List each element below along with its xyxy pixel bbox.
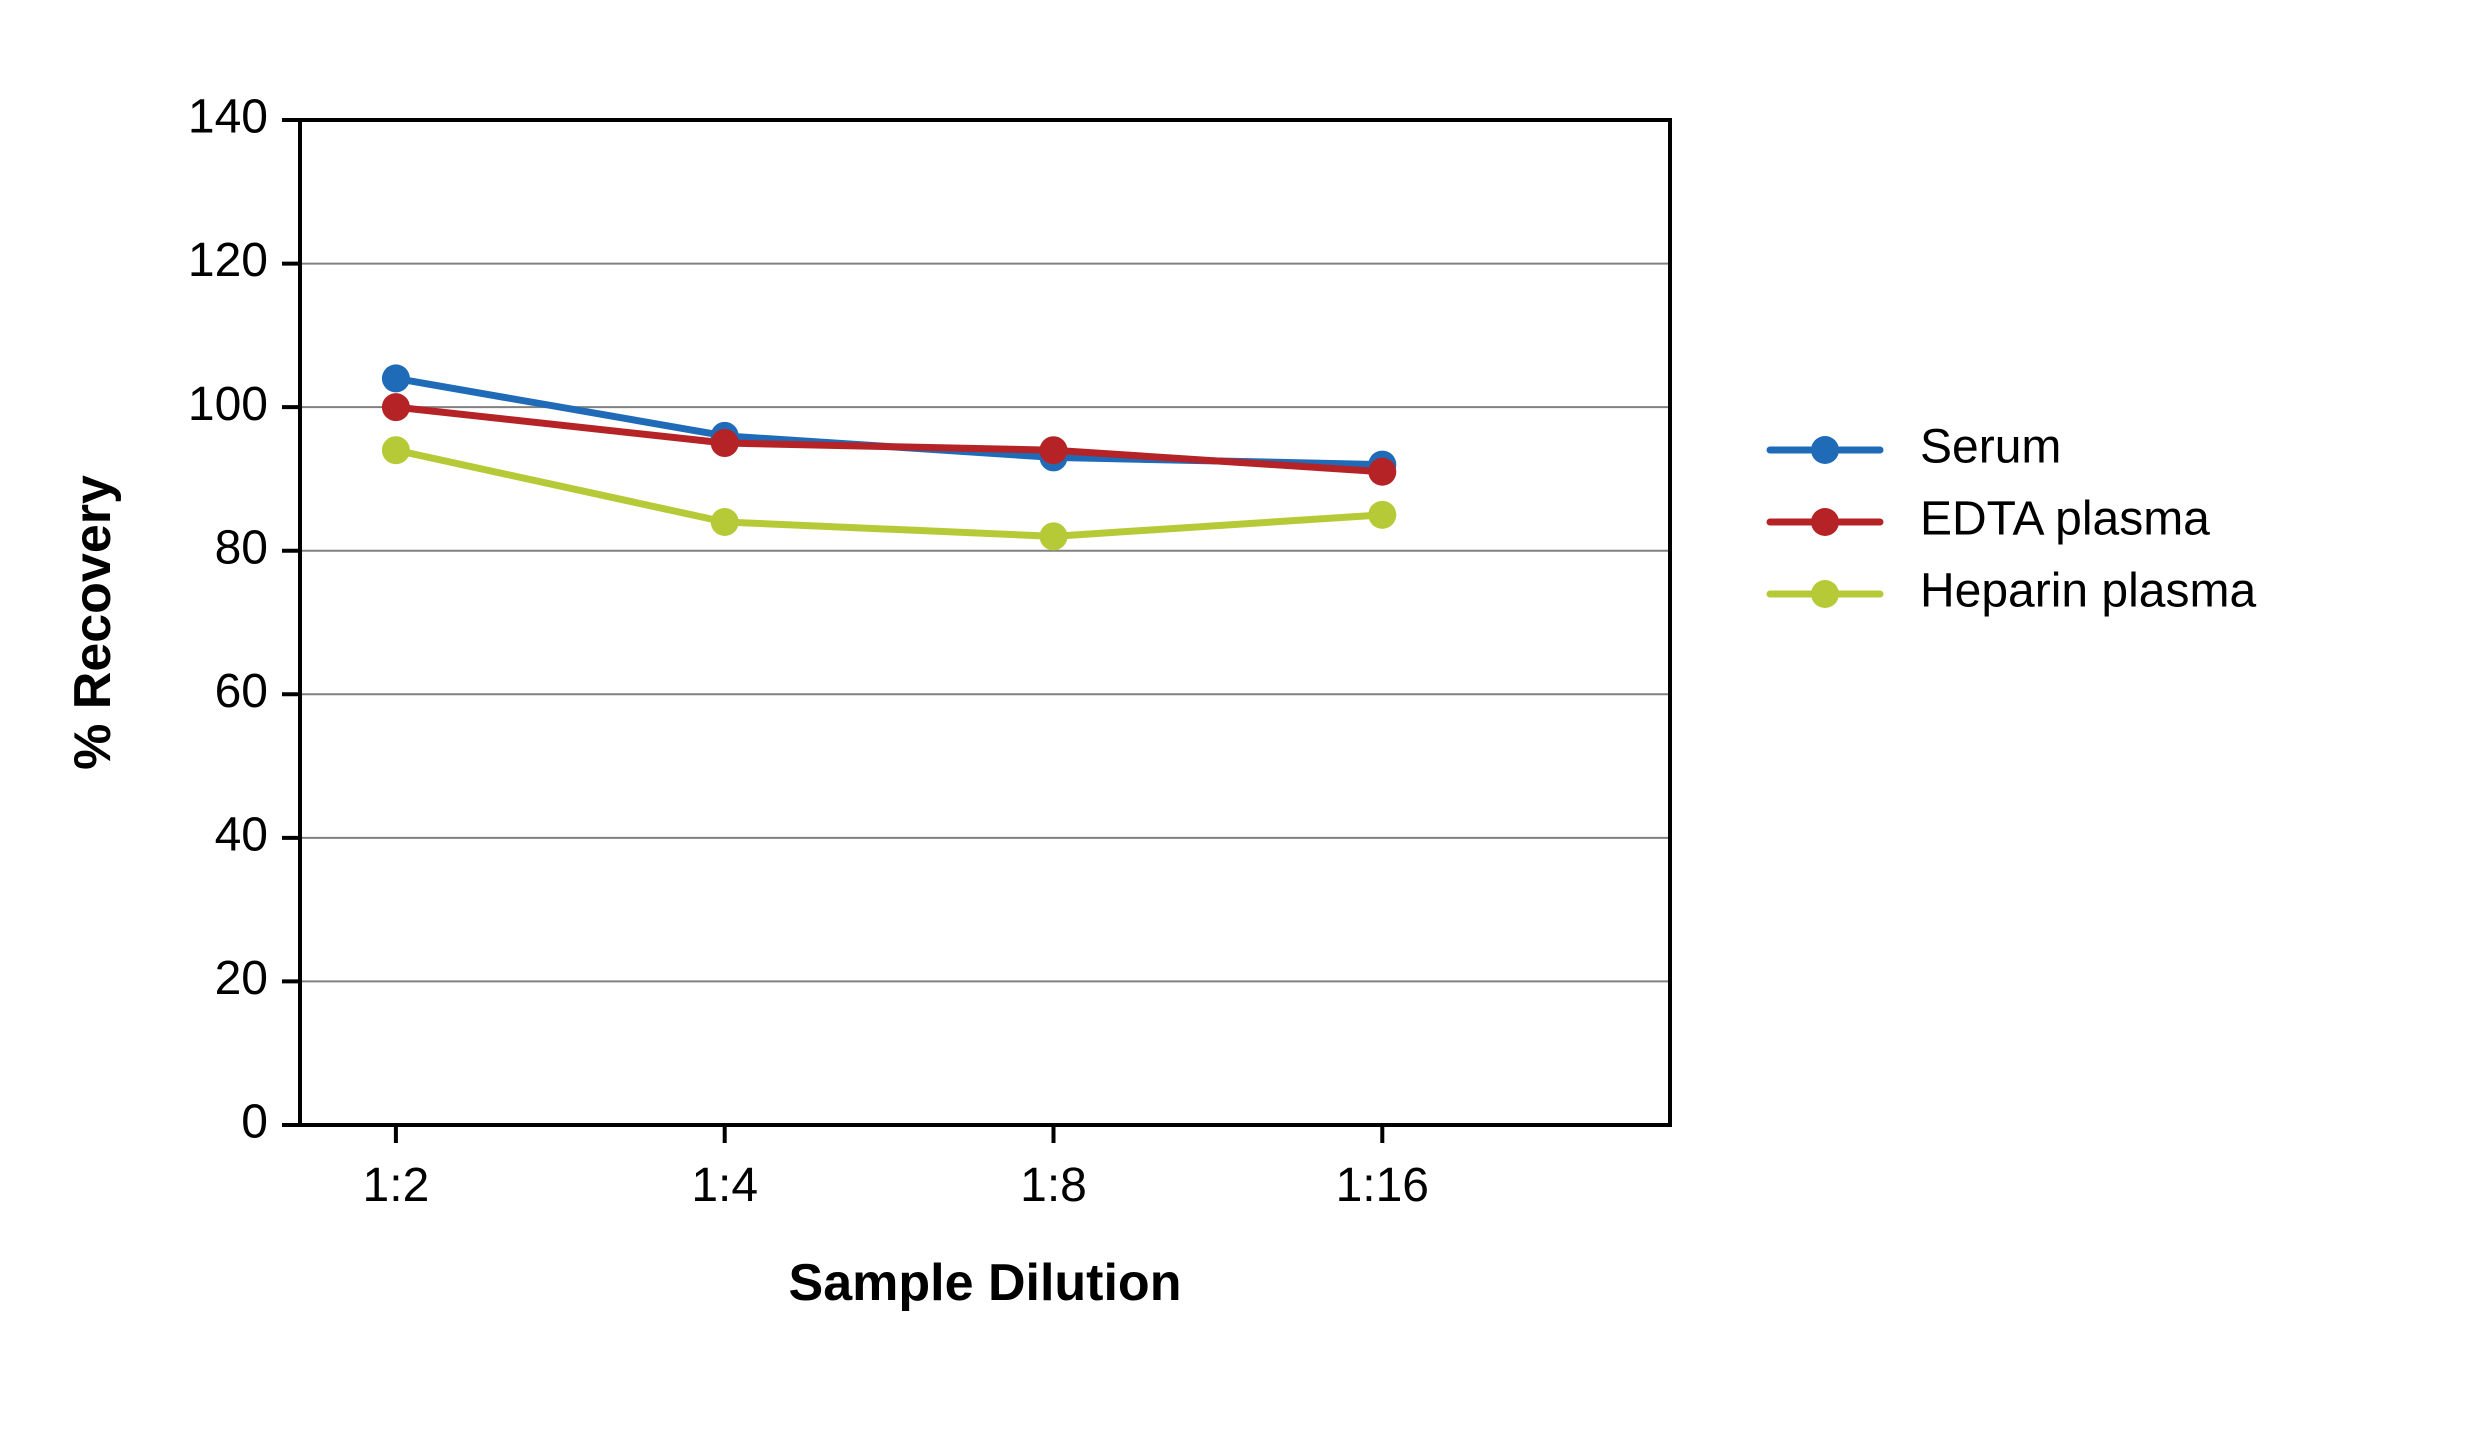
y-tick-label: 80 xyxy=(215,521,268,574)
y-tick-label: 120 xyxy=(188,234,268,287)
y-axis-label: % Recovery xyxy=(64,475,122,770)
y-tick-label: 0 xyxy=(241,1096,268,1149)
series-marker xyxy=(1040,436,1068,464)
x-tick-label: 1:16 xyxy=(1336,1159,1429,1212)
x-tick-label: 1:4 xyxy=(691,1159,758,1212)
x-tick-label: 1:2 xyxy=(363,1159,430,1212)
legend-label: Serum xyxy=(1920,421,2061,474)
series-marker xyxy=(711,429,739,457)
series-marker xyxy=(1368,501,1396,529)
series-marker xyxy=(711,508,739,536)
x-tick-label: 1:8 xyxy=(1020,1159,1087,1212)
series-marker xyxy=(382,364,410,392)
series-marker xyxy=(382,393,410,421)
series-marker xyxy=(382,436,410,464)
y-tick-label: 40 xyxy=(215,809,268,862)
y-tick-label: 20 xyxy=(215,952,268,1005)
series-marker xyxy=(1368,458,1396,486)
y-tick-label: 60 xyxy=(215,665,268,718)
legend-label: EDTA plasma xyxy=(1920,493,2210,546)
y-tick-label: 100 xyxy=(188,378,268,431)
recovery-chart: 0 20 40 60 80 100 120 140 % Recovery 1:2 1:4 1:8 1:1… xyxy=(0,0,2491,1455)
x-axis-label: Sample Dilution xyxy=(789,1254,1182,1312)
series-marker xyxy=(1040,522,1068,550)
legend-label: Heparin plasma xyxy=(1920,565,2256,618)
y-tick-label: 140 xyxy=(188,91,268,144)
